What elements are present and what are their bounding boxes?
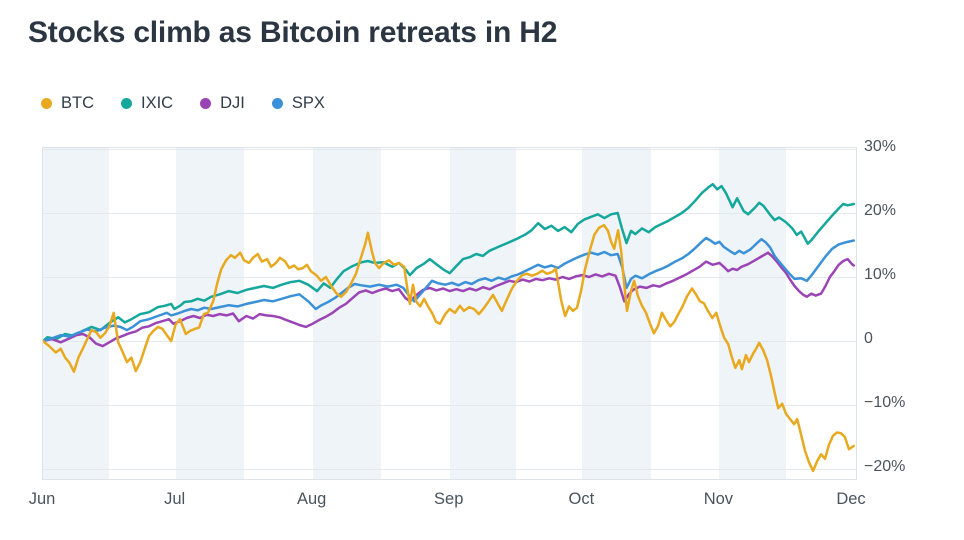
legend-item-btc[interactable]: BTC (41, 94, 94, 113)
stripe-band (582, 148, 651, 479)
stripe-band (312, 148, 382, 479)
gridline (43, 341, 856, 342)
legend-label: BTC (61, 94, 94, 112)
gridline (43, 405, 856, 406)
ixic-swatch-icon (121, 98, 132, 109)
gridline (43, 149, 856, 150)
legend-label: SPX (291, 94, 325, 112)
series-canvas (43, 182, 856, 473)
legend-item-ixic[interactable]: IXIC (121, 94, 173, 113)
gridline (43, 469, 856, 470)
y-axis-label: −10% (864, 394, 906, 411)
x-axis-label: Dec (836, 490, 866, 508)
y-axis-label: 10% (864, 266, 897, 283)
y-axis-label: −20% (864, 458, 906, 475)
stripe-band (449, 148, 516, 479)
y-axis-label: 0 (864, 330, 873, 347)
x-axis-label: Aug (296, 490, 327, 508)
gridline (43, 277, 856, 278)
stripe-band (43, 148, 110, 479)
series-line-dji (43, 251, 856, 348)
legend-label: DJI (220, 94, 245, 112)
legend: BTC IXIC DJI SPX (41, 94, 325, 113)
legend-label: IXIC (141, 94, 174, 112)
x-axis-label: Jun (28, 490, 56, 508)
plot-area (42, 147, 857, 480)
series-line-btc (43, 223, 856, 473)
series-line-spx (43, 236, 856, 343)
y-axis-label: 30% (864, 138, 897, 155)
legend-item-dji[interactable]: DJI (200, 94, 245, 113)
x-axis-label: Oct (568, 490, 595, 508)
btc-swatch-icon (41, 98, 52, 109)
legend-item-spx[interactable]: SPX (271, 94, 325, 113)
x-axis-label: Nov (703, 490, 734, 508)
series-line-ixic (43, 182, 856, 343)
y-axis-label: 20% (864, 202, 897, 219)
gridline (43, 213, 856, 214)
spx-swatch-icon (271, 98, 283, 109)
dji-swatch-icon (200, 98, 212, 109)
chart-title: Stocks climb as Bitcoin retreats in H2 (28, 16, 558, 49)
x-axis-label: Sep (434, 490, 464, 508)
x-axis-label: Jul (164, 490, 186, 508)
